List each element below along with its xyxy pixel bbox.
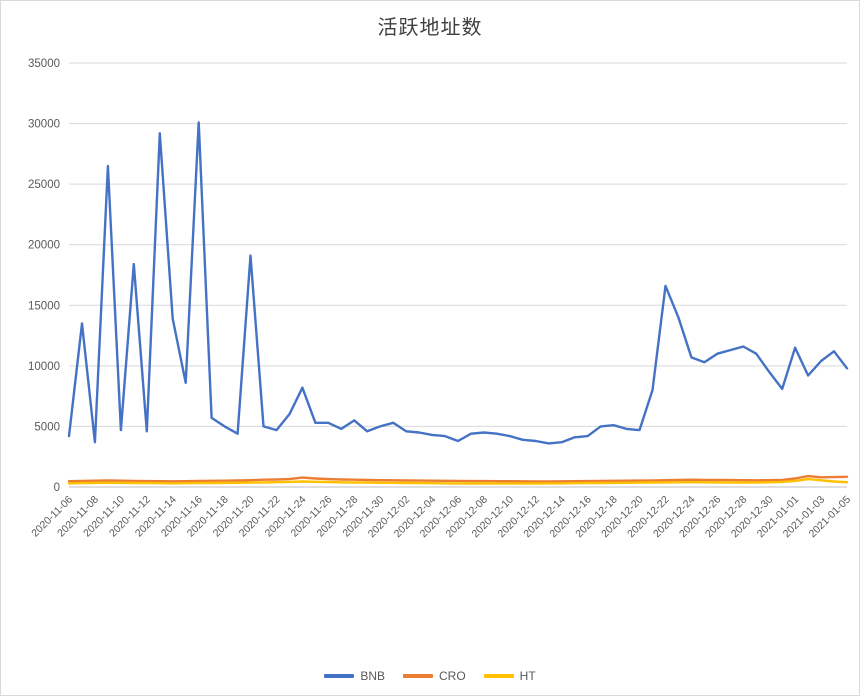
legend-swatch-ht (483, 674, 514, 678)
legend-label-cro: CRO (439, 669, 466, 683)
legend-item-bnb: BNB (324, 669, 385, 683)
legend-item-ht: HT (483, 669, 536, 683)
y-axis-label: 20000 (28, 240, 60, 252)
series-line-cro (67, 474, 849, 483)
legend-swatch-bnb (324, 674, 355, 678)
y-axis-label: 30000 (28, 119, 60, 131)
legend-label-bnb: BNB (360, 669, 385, 683)
y-axis-label: 25000 (28, 179, 60, 191)
series-line-ht (67, 477, 849, 485)
y-axis-label: 15000 (28, 300, 60, 312)
chart-title: 活跃地址数 (377, 15, 483, 39)
legend-item-cro: CRO (403, 669, 466, 683)
legend-swatch-cro (403, 674, 433, 678)
legend: BNB CRO HT (1, 669, 859, 683)
plot-area: 050001000015000200002500030000350002020-… (28, 58, 853, 540)
y-axis-label: 5000 (34, 421, 60, 433)
legend-label-ht: HT (519, 669, 536, 683)
y-axis-label: 10000 (28, 361, 60, 373)
series-line-bnb (67, 121, 849, 445)
y-axis-label: 0 (54, 482, 60, 494)
y-axis-label: 35000 (28, 58, 60, 70)
